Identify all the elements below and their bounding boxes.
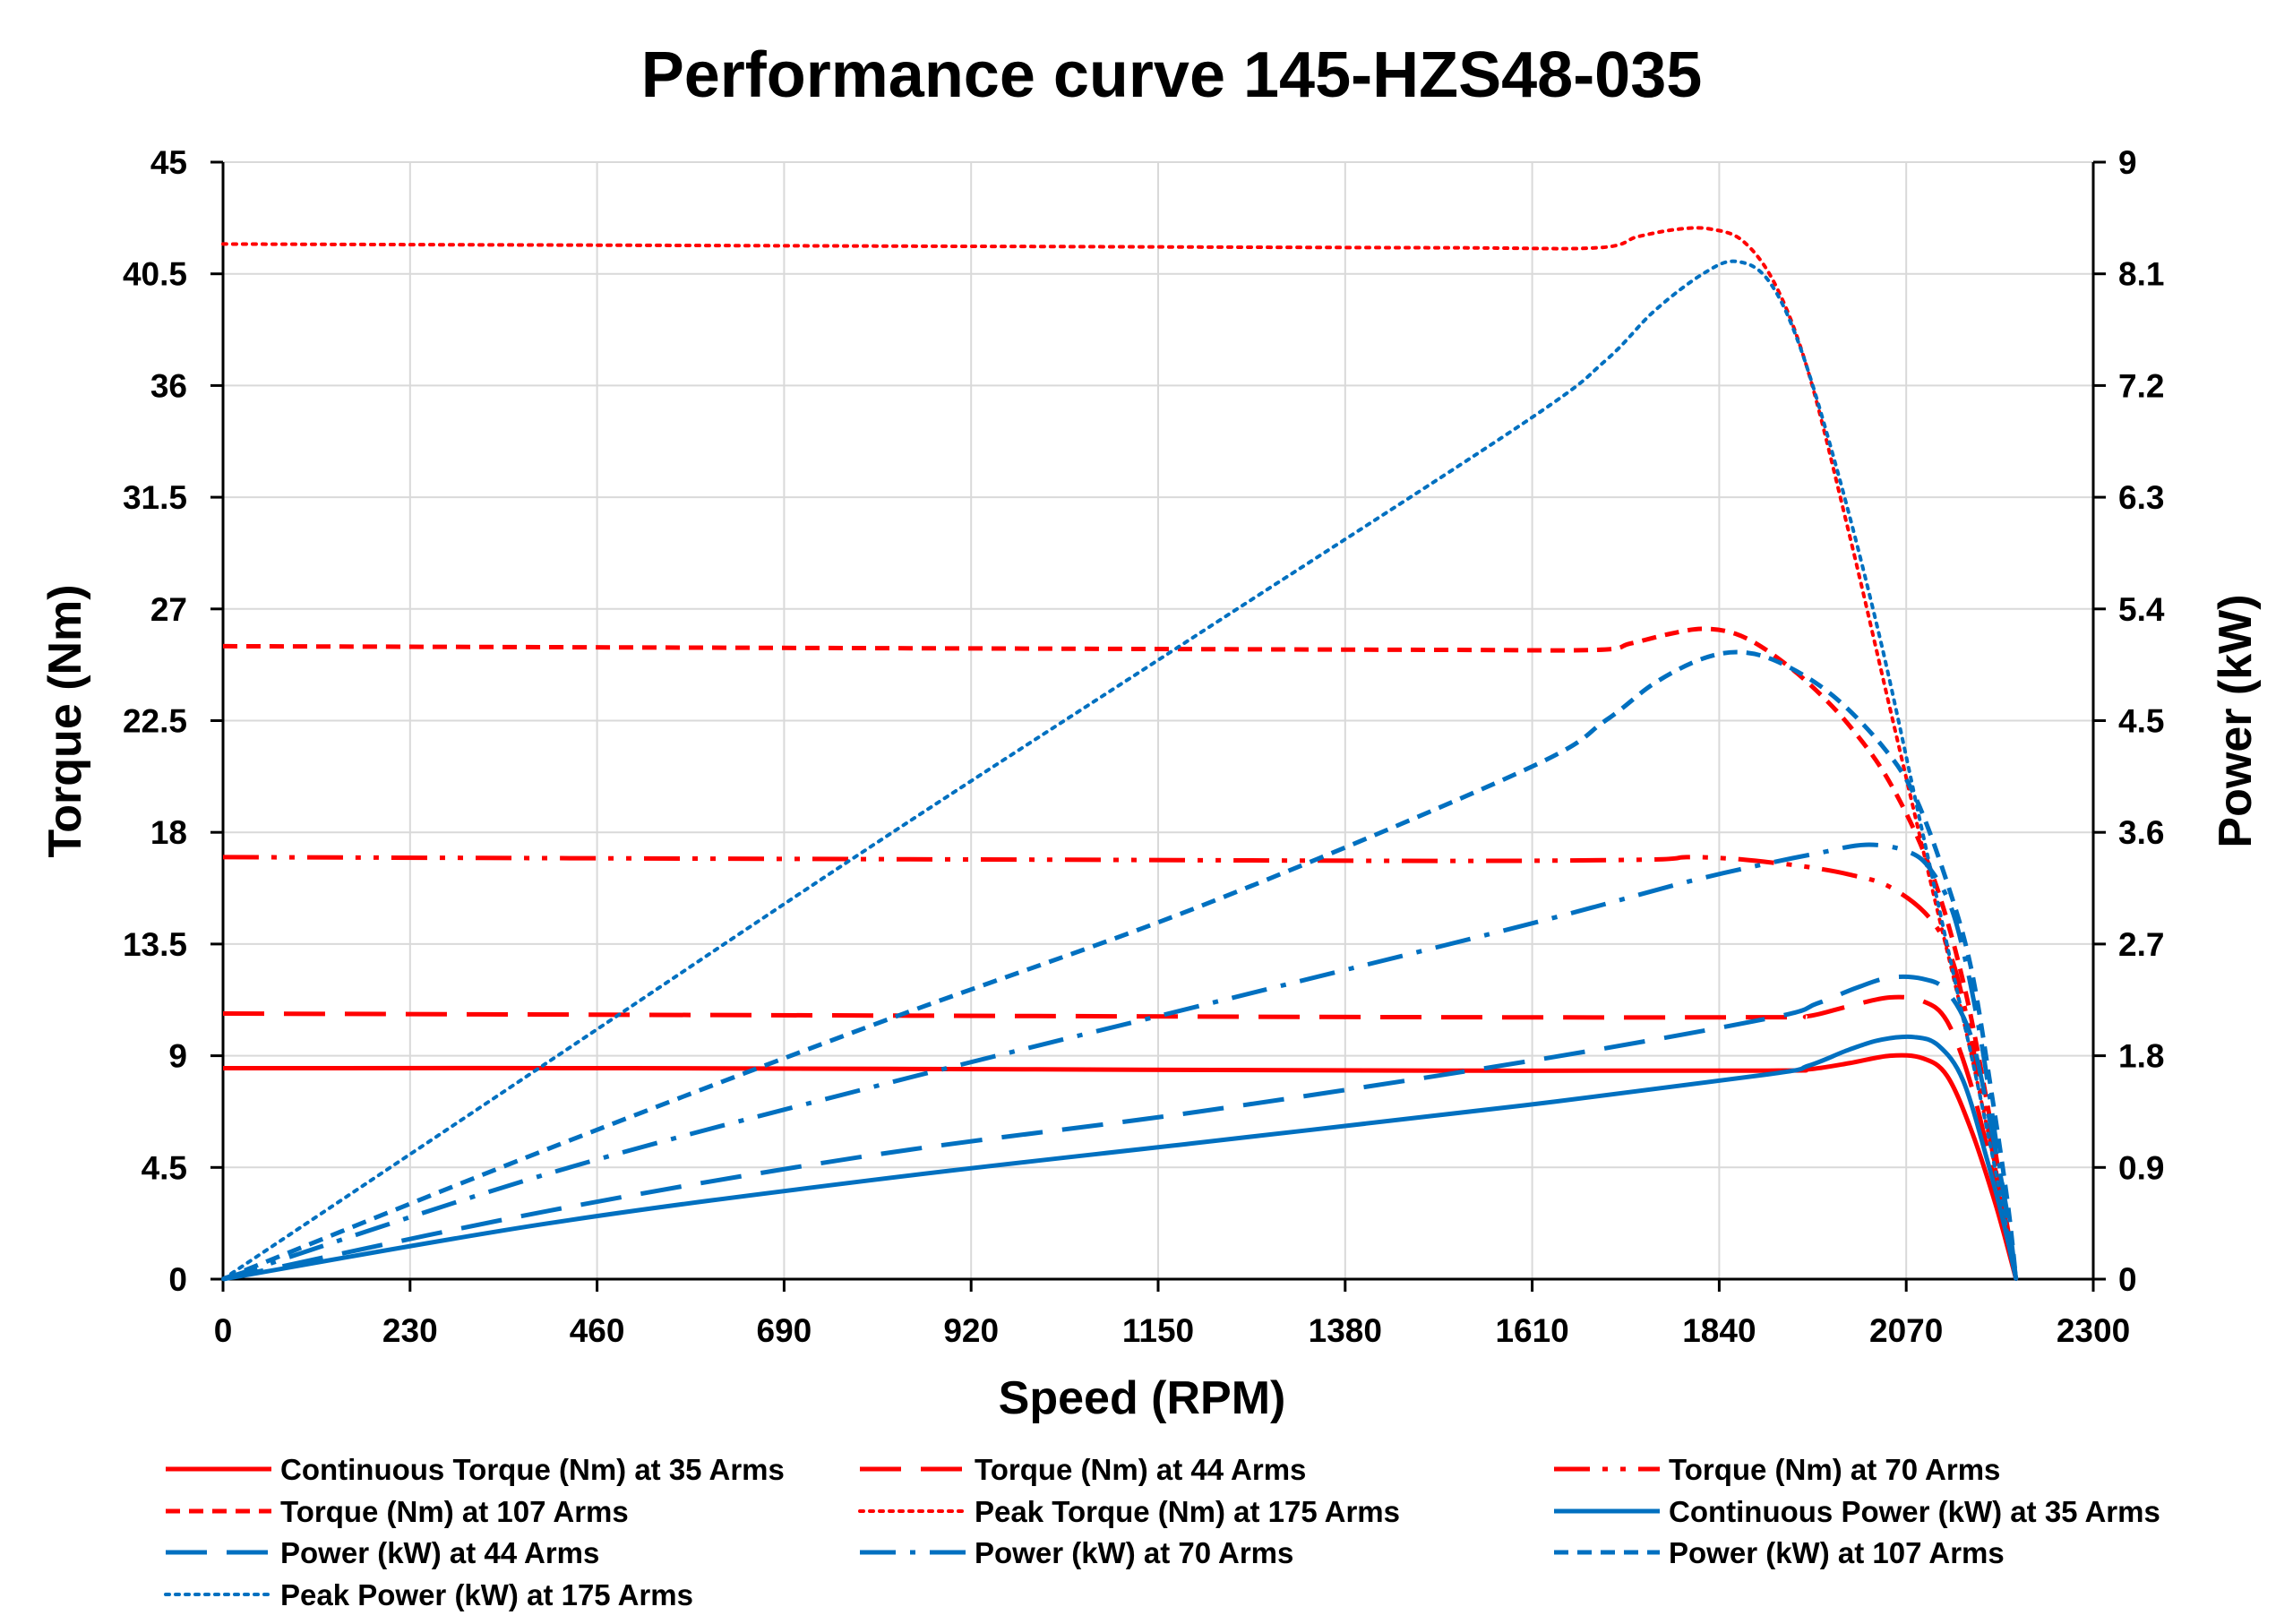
series-line-3 xyxy=(222,626,2019,1280)
y-tick-label: 45 xyxy=(150,144,187,181)
x-axis-title: Speed (RPM) xyxy=(999,1372,1286,1424)
y-axis-title: Torque (Nm) xyxy=(39,584,91,857)
y-tick-label: 40.5 xyxy=(123,256,187,293)
legend-label: Continuous Power (kW) at 35 Arms xyxy=(1669,1495,2160,1528)
y2-tick-label: 6.3 xyxy=(2118,479,2164,516)
series-line-9 xyxy=(221,259,2018,1281)
y-tick-label: 27 xyxy=(150,591,187,628)
legend-item: Peak Torque (Nm) at 175 Arms xyxy=(858,1495,1400,1528)
legend-item: Power (kW) at 107 Arms xyxy=(1554,1536,2005,1569)
y2-tick-label: 9 xyxy=(2118,144,2137,181)
x-tick-label: 230 xyxy=(382,1312,438,1349)
legend-label: Continuous Torque (Nm) at 35 Arms xyxy=(280,1453,785,1486)
x-tick-label: 1610 xyxy=(1495,1312,1568,1349)
series-line-5 xyxy=(222,1034,2019,1282)
legend-label: Torque (Nm) at 70 Arms xyxy=(1669,1453,2000,1486)
y2-tick-label: 1.8 xyxy=(2118,1038,2164,1075)
x-tick-label: 690 xyxy=(757,1312,812,1349)
y2-tick-label: 8.1 xyxy=(2118,256,2164,293)
legend-item: Power (kW) at 70 Arms xyxy=(860,1536,1293,1569)
y-tick-label: 9 xyxy=(168,1038,187,1075)
y2-tick-label: 5.4 xyxy=(2118,591,2165,628)
chart-title: Performance curve 145-HZS48-035 xyxy=(641,39,1703,111)
x-tick-label: 0 xyxy=(214,1312,233,1349)
series-line-7 xyxy=(222,842,2019,1282)
y-tick-label: 4.5 xyxy=(142,1149,187,1186)
legend-item: Torque (Nm) at 107 Arms xyxy=(166,1495,629,1528)
x-tick-label: 1380 xyxy=(1309,1312,1382,1349)
series-line-2 xyxy=(222,855,2019,1280)
y-tick-label: 36 xyxy=(150,367,187,404)
y2-tick-label: 4.5 xyxy=(2118,703,2164,740)
series-line-6 xyxy=(222,974,2019,1282)
legend-item: Continuous Torque (Nm) at 35 Arms xyxy=(166,1453,785,1486)
x-tick-label: 1840 xyxy=(1682,1312,1756,1349)
x-tick-label: 920 xyxy=(943,1312,999,1349)
axes: 0 230 460 690 920 1150 1380 1610 1840 2070 2300 0 4.… xyxy=(123,144,2165,1349)
legend-item: Power (kW) at 44 Arms xyxy=(166,1536,599,1569)
legend-item: Peak Power (kW) at 175 Arms xyxy=(164,1578,693,1611)
y-tick-label: 0 xyxy=(168,1261,187,1298)
legend-label: Torque (Nm) at 107 Arms xyxy=(280,1495,629,1528)
y-tick-label: 18 xyxy=(150,814,187,851)
series-lines xyxy=(221,226,2019,1282)
legend-label: Peak Power (kW) at 175 Arms xyxy=(280,1578,693,1611)
y2-tick-label: 0.9 xyxy=(2118,1149,2164,1186)
y2-tick-label: 7.2 xyxy=(2118,367,2164,404)
legend-item: Continuous Power (kW) at 35 Arms xyxy=(1554,1495,2160,1528)
legend-item: Torque (Nm) at 44 Arms xyxy=(860,1453,1306,1486)
legend-item: Torque (Nm) at 70 Arms xyxy=(1554,1453,2000,1486)
series-line-8 xyxy=(222,649,2019,1282)
x-tick-label: 2070 xyxy=(1869,1312,1943,1349)
y-tick-label: 31.5 xyxy=(123,479,187,516)
y2-axis-title: Power (kW) xyxy=(2210,594,2262,847)
y2-tick-label: 3.6 xyxy=(2118,814,2164,851)
y2-tick-label: 2.7 xyxy=(2118,926,2164,963)
y-tick-label: 22.5 xyxy=(123,703,187,740)
legend-label: Peak Torque (Nm) at 175 Arms xyxy=(975,1495,1400,1528)
legend-label: Power (kW) at 44 Arms xyxy=(280,1536,599,1569)
series-line-4 xyxy=(221,226,2018,1281)
x-tick-label: 460 xyxy=(570,1312,625,1349)
series-line-0 xyxy=(222,1053,2019,1280)
legend-label: Power (kW) at 70 Arms xyxy=(975,1536,1293,1569)
legend: Continuous Torque (Nm) at 35 Arms Torque … xyxy=(164,1453,2160,1611)
legend-label: Power (kW) at 107 Arms xyxy=(1669,1536,2005,1569)
x-tick-label: 1150 xyxy=(1122,1312,1194,1349)
y2-tick-label: 0 xyxy=(2118,1261,2137,1298)
x-tick-label: 2300 xyxy=(2057,1312,2130,1349)
y-tick-label: 13.5 xyxy=(123,926,187,963)
legend-label: Torque (Nm) at 44 Arms xyxy=(975,1453,1306,1486)
